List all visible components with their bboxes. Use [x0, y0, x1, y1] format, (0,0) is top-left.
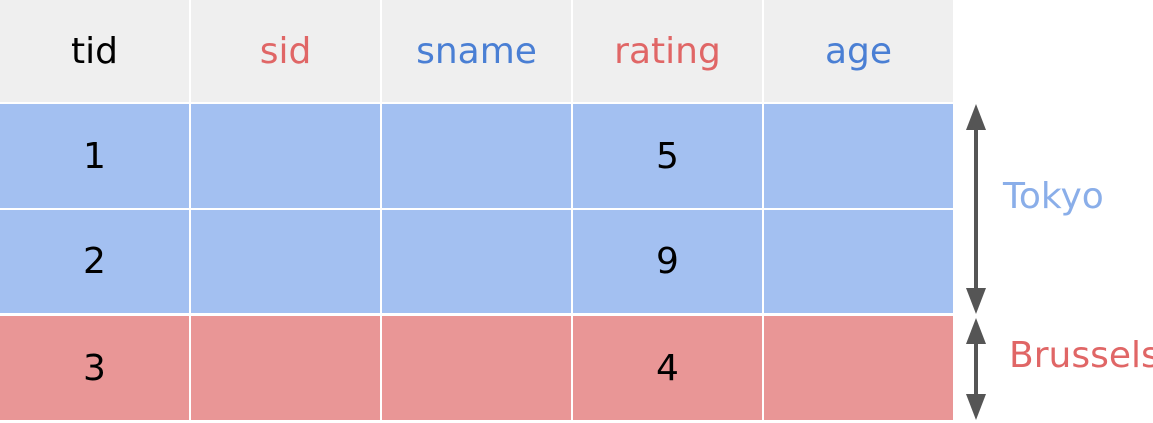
header-sname: sname	[382, 0, 571, 102]
brussels-range-arrow	[966, 318, 986, 420]
header-age: age	[764, 0, 953, 102]
row2-rating: 9	[573, 210, 762, 313]
row2-sname	[382, 210, 571, 313]
row3-age	[764, 316, 953, 420]
partition-label-brussels: Brussels	[1009, 335, 1153, 376]
partition-arrows	[966, 104, 986, 420]
row1-rating: 5	[573, 104, 762, 208]
row1-sid	[191, 104, 380, 208]
tokyo-range-arrow	[966, 104, 986, 314]
header-tid: tid	[0, 0, 189, 102]
row2-sid	[191, 210, 380, 313]
row1-tid: 1	[0, 104, 189, 208]
partitioned-table: tid sid sname rating age 1 5 2 9 3 4	[0, 0, 953, 420]
partition-label-tokyo: Tokyo	[1003, 176, 1104, 217]
row3-sname	[382, 316, 571, 420]
row3-sid	[191, 316, 380, 420]
header-sid: sid	[191, 0, 380, 102]
row3-rating: 4	[573, 316, 762, 420]
header-rating: rating	[573, 0, 762, 102]
row2-tid: 2	[0, 210, 189, 313]
row2-age	[764, 210, 953, 313]
row1-age	[764, 104, 953, 208]
row1-sname	[382, 104, 571, 208]
row3-tid: 3	[0, 316, 189, 420]
